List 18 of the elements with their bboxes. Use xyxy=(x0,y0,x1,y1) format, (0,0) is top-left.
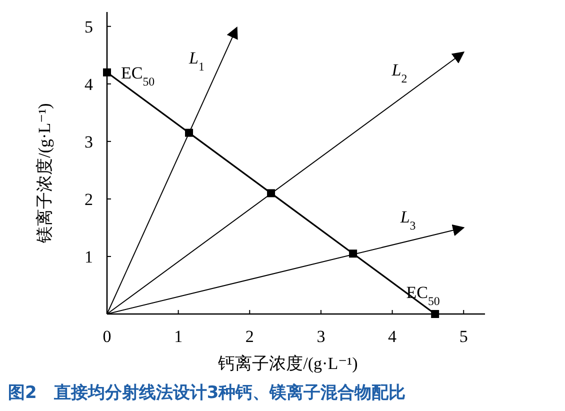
series-label: L$_{3}$ xyxy=(399,207,416,232)
series-label: L$_{1}$ xyxy=(188,48,205,74)
x-tick-label: 3 xyxy=(316,327,326,346)
x-tick-label: 4 xyxy=(388,327,398,346)
x-tick-label: 0 xyxy=(102,327,112,346)
y-tick-label: 5 xyxy=(84,17,93,36)
y-axis-title: 镁离子浓度/(g·L⁻¹) xyxy=(35,103,54,244)
y-tick-label: 1 xyxy=(84,247,93,266)
x-tick-label: 2 xyxy=(245,327,254,346)
x-axis-title: 钙离子浓度/(g·L⁻¹) xyxy=(217,354,358,373)
annotation: EC$_{50}$ xyxy=(121,63,155,88)
x-tick-label: 1 xyxy=(174,327,183,346)
text: 图2 直接均分射线法设计3种钙、镁离子混合物配比 xyxy=(8,383,406,403)
y-tick-label: 2 xyxy=(84,190,93,209)
y-tick-label: 4 xyxy=(84,74,94,94)
x-tick-label: 5 xyxy=(459,327,468,346)
y-tick-label: 3 xyxy=(84,132,93,152)
series-label: L$_{2}$ xyxy=(390,60,408,86)
